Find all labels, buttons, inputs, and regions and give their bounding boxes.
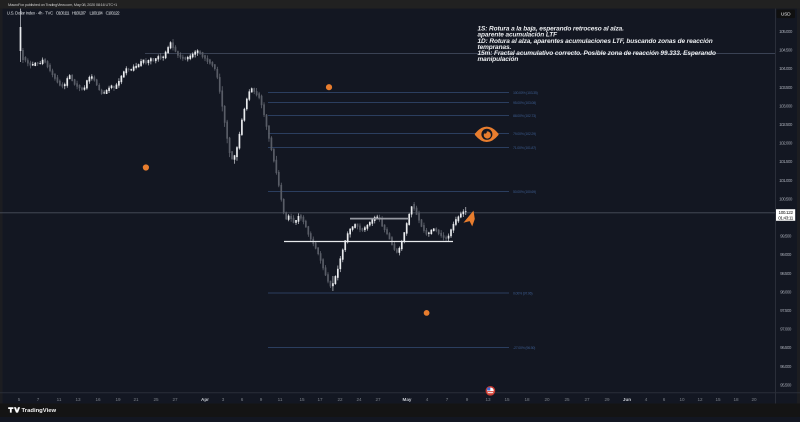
svg-text:88.00% (102.73): 88.00% (102.73) <box>513 114 536 118</box>
svg-text:102.000: 102.000 <box>779 141 793 146</box>
svg-text:15: 15 <box>504 397 510 402</box>
svg-text:25: 25 <box>153 397 159 402</box>
svg-text:27: 27 <box>584 397 590 402</box>
svg-text:Apr: Apr <box>201 397 209 402</box>
svg-text:21: 21 <box>133 397 139 402</box>
svg-text:20: 20 <box>751 397 757 402</box>
svg-text:100.500: 100.500 <box>779 196 793 201</box>
svg-text:17: 17 <box>317 397 323 402</box>
svg-text:19: 19 <box>115 397 121 402</box>
svg-text:18: 18 <box>733 397 739 402</box>
svg-text:98.000: 98.000 <box>780 289 792 294</box>
svg-text:100.00% (103.35): 100.00% (103.35) <box>513 91 538 95</box>
svg-text:12: 12 <box>697 397 703 402</box>
svg-text:aparente acumulación LTF: aparente acumulación LTF <box>478 32 559 39</box>
svg-text:USD: USD <box>781 12 791 18</box>
svg-text:6: 6 <box>241 397 244 402</box>
svg-text:15: 15 <box>299 397 305 402</box>
svg-text:3: 3 <box>222 397 225 402</box>
svg-text:U.S. Dollar Index · 4h · TVC: U.S. Dollar Index · 4h · TVC <box>7 10 53 15</box>
svg-text:1S: Rotura a la baja, esperand: 1S: Rotura a la baja, esperando retroces… <box>478 26 625 33</box>
svg-text:TradingView: TradingView <box>22 408 57 414</box>
svg-text:101.000: 101.000 <box>779 178 793 183</box>
svg-text:7: 7 <box>446 397 449 402</box>
svg-text:71.00% (101.87): 71.00% (101.87) <box>513 146 536 150</box>
svg-text:27: 27 <box>375 397 381 402</box>
svg-text:22: 22 <box>337 397 343 402</box>
svg-text:manipulación: manipulación <box>478 56 519 63</box>
svg-text:24: 24 <box>356 397 362 402</box>
svg-text:102.500: 102.500 <box>779 122 793 127</box>
svg-text:96.000: 96.000 <box>780 364 792 369</box>
svg-text:99.500: 99.500 <box>780 234 792 239</box>
svg-text:16: 16 <box>95 397 101 402</box>
svg-text:5: 5 <box>18 397 21 402</box>
svg-text:O100.111: O100.111 <box>56 10 70 15</box>
svg-text:27: 27 <box>172 397 178 402</box>
svg-text:101.500: 101.500 <box>779 159 793 164</box>
svg-text:13: 13 <box>75 397 81 402</box>
svg-text:tempranas.: tempranas. <box>478 44 512 51</box>
svg-text:6: 6 <box>663 397 666 402</box>
svg-text:1D: Rotura al alza, aparentes: 1D: Rotura al alza, aparentes acumulacio… <box>478 38 713 45</box>
svg-text:L100.104: L100.104 <box>90 10 104 15</box>
svg-text:MauroFox published on TradingV: MauroFox published on TradingView.com, M… <box>8 2 118 7</box>
svg-text:100.122: 100.122 <box>779 210 794 215</box>
svg-text:Jun: Jun <box>623 397 631 402</box>
svg-text:95.00% (103.08): 95.00% (103.08) <box>513 101 536 105</box>
svg-text:29: 29 <box>604 397 610 402</box>
svg-text:25: 25 <box>564 397 570 402</box>
svg-text:-27.00% (96.50): -27.00% (96.50) <box>513 346 535 350</box>
svg-text:9: 9 <box>260 397 263 402</box>
svg-text:98.500: 98.500 <box>780 271 792 276</box>
svg-text:C100.122: C100.122 <box>106 10 121 15</box>
svg-text:10: 10 <box>679 397 685 402</box>
svg-text:01:43:11: 01:43:11 <box>778 215 794 220</box>
svg-text:103.500: 103.500 <box>779 85 793 90</box>
svg-text:0.00% (97.96): 0.00% (97.96) <box>513 291 532 295</box>
svg-text:99.000: 99.000 <box>780 252 792 257</box>
svg-text:7: 7 <box>37 397 40 402</box>
svg-text:20: 20 <box>544 397 550 402</box>
svg-text:104.500: 104.500 <box>779 48 793 53</box>
svg-text:4: 4 <box>645 397 648 402</box>
svg-text:H100.207: H100.207 <box>72 10 87 15</box>
svg-text:15: 15 <box>715 397 721 402</box>
svg-text:79.00% (102.29): 79.00% (102.29) <box>513 132 536 136</box>
svg-text:May: May <box>403 397 412 402</box>
svg-text:4: 4 <box>426 397 429 402</box>
svg-text:9: 9 <box>466 397 469 402</box>
svg-text:97.000: 97.000 <box>780 327 792 332</box>
svg-text:11: 11 <box>57 397 62 402</box>
svg-text:104.000: 104.000 <box>779 66 793 71</box>
svg-text:11: 11 <box>278 397 283 402</box>
svg-text:18: 18 <box>524 397 530 402</box>
svg-text:105.000: 105.000 <box>779 29 793 34</box>
svg-text:50.00% (100.69): 50.00% (100.69) <box>513 190 536 194</box>
svg-text:103.000: 103.000 <box>779 103 793 108</box>
svg-text:96.500: 96.500 <box>780 345 792 350</box>
svg-text:15m: Fractal acumulativo corre: 15m: Fractal acumulativo correcto. Posib… <box>478 50 716 57</box>
svg-text:13: 13 <box>485 397 491 402</box>
svg-text:97.500: 97.500 <box>780 308 792 313</box>
svg-text:95.500: 95.500 <box>780 382 792 387</box>
